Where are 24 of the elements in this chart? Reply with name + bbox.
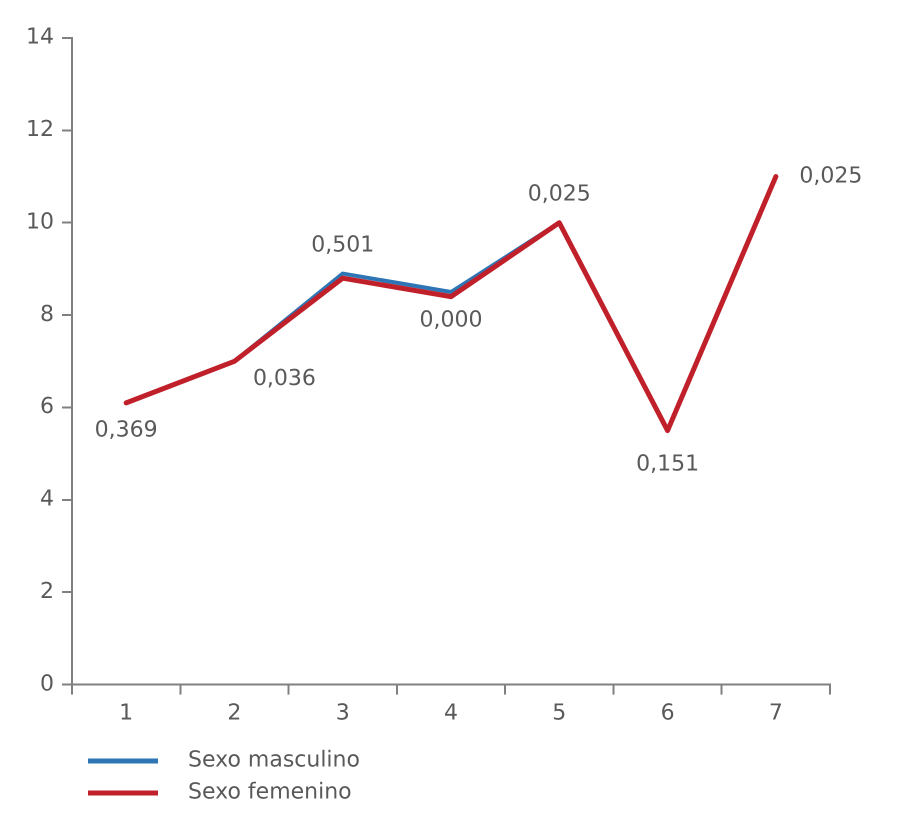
x-tick-label: 4 [444, 700, 458, 726]
annotation: 0,036 [252, 366, 316, 392]
y-tick-label: 0 [40, 671, 54, 696]
y-tick-label: 6 [40, 394, 54, 420]
y-tick-label: 12 [26, 117, 54, 142]
x-tick-label: 3 [336, 700, 350, 726]
annotation: 0,369 [94, 418, 158, 443]
y-tick-label: 2 [40, 578, 54, 604]
y-tick-label: 14 [26, 24, 54, 50]
annotation: 0,151 [636, 451, 700, 476]
annotation: 0,025 [528, 181, 591, 206]
x-tick-label: 5 [552, 700, 566, 726]
y-tick-label: 10 [26, 209, 54, 234]
x-tick-label: 7 [768, 700, 783, 726]
y-tick-label: 4 [40, 486, 54, 512]
y-tick-label: 8 [40, 302, 54, 327]
legend-label: Sexo femenino [188, 780, 352, 805]
annotation: 0,501 [311, 232, 374, 258]
annotation: 0,025 [799, 163, 862, 188]
annotation: 0,000 [420, 307, 482, 332]
x-tick-label: 6 [660, 700, 675, 726]
x-tick-label: 1 [119, 700, 134, 726]
x-tick-label: 2 [227, 700, 242, 726]
legend-label: Sexo masculino [188, 748, 360, 773]
